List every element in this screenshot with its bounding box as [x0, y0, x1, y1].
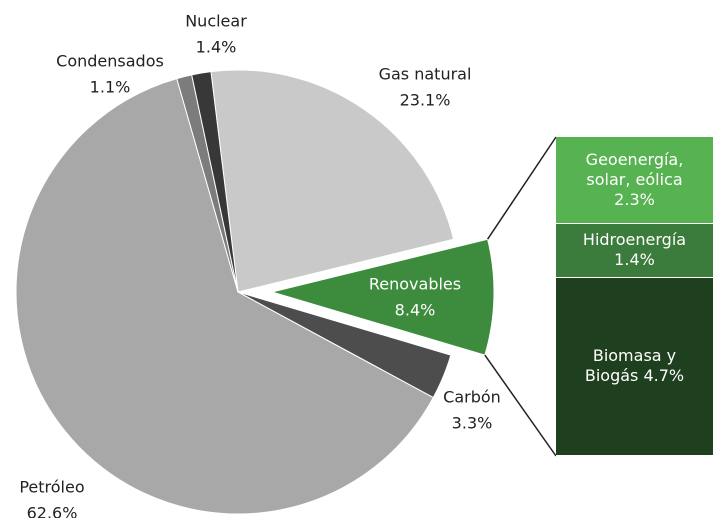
slice-value: 8.4% — [395, 301, 436, 320]
segment-label: Geoenergía, solar, eólica 2.3% — [569, 150, 701, 210]
breakdown-bar: Geoenergía, solar, eólica 2.3% Hidroenerg… — [556, 137, 713, 456]
slice-value: 3.3% — [452, 414, 493, 433]
segment-name: Geoenergía, solar, eólica — [585, 150, 684, 190]
segment-value: 2.3% — [614, 190, 655, 210]
pie-slice — [210, 69, 455, 293]
connector — [484, 354, 557, 457]
segment-value: 4.7% — [643, 366, 685, 386]
bar-segment: Biomasa y Biogás 4.7% — [556, 277, 713, 456]
slice-value: 62.6% — [27, 504, 78, 518]
slice-label: Renovables — [369, 275, 461, 294]
slice-value: 1.4% — [196, 38, 237, 57]
slice-label: Carbón — [443, 388, 501, 407]
slice-label: Condensados — [56, 52, 164, 71]
bar-segment: Geoenergía, solar, eólica 2.3% — [556, 137, 713, 225]
segment-label: Hidroenergía 1.4% — [569, 230, 701, 270]
slice-value: 1.1% — [90, 78, 131, 97]
segment-label: Biomasa y Biogás 4.7% — [569, 346, 701, 386]
segment-name: Biomasa y Biogás — [584, 346, 677, 386]
pie-slice — [270, 238, 495, 356]
pie-slice — [191, 71, 239, 293]
segment-value: 1.4% — [614, 250, 655, 270]
slice-label: Petróleo — [19, 478, 84, 497]
connector — [487, 136, 557, 240]
slice-label: Gas natural — [379, 65, 472, 84]
slice-value: 23.1% — [400, 91, 451, 110]
pie-slice — [15, 77, 434, 515]
slice-label: Nuclear — [185, 12, 247, 31]
bar-segment: Hidroenergía 1.4% — [556, 224, 713, 278]
segment-name: Hidroenergía — [582, 230, 687, 250]
